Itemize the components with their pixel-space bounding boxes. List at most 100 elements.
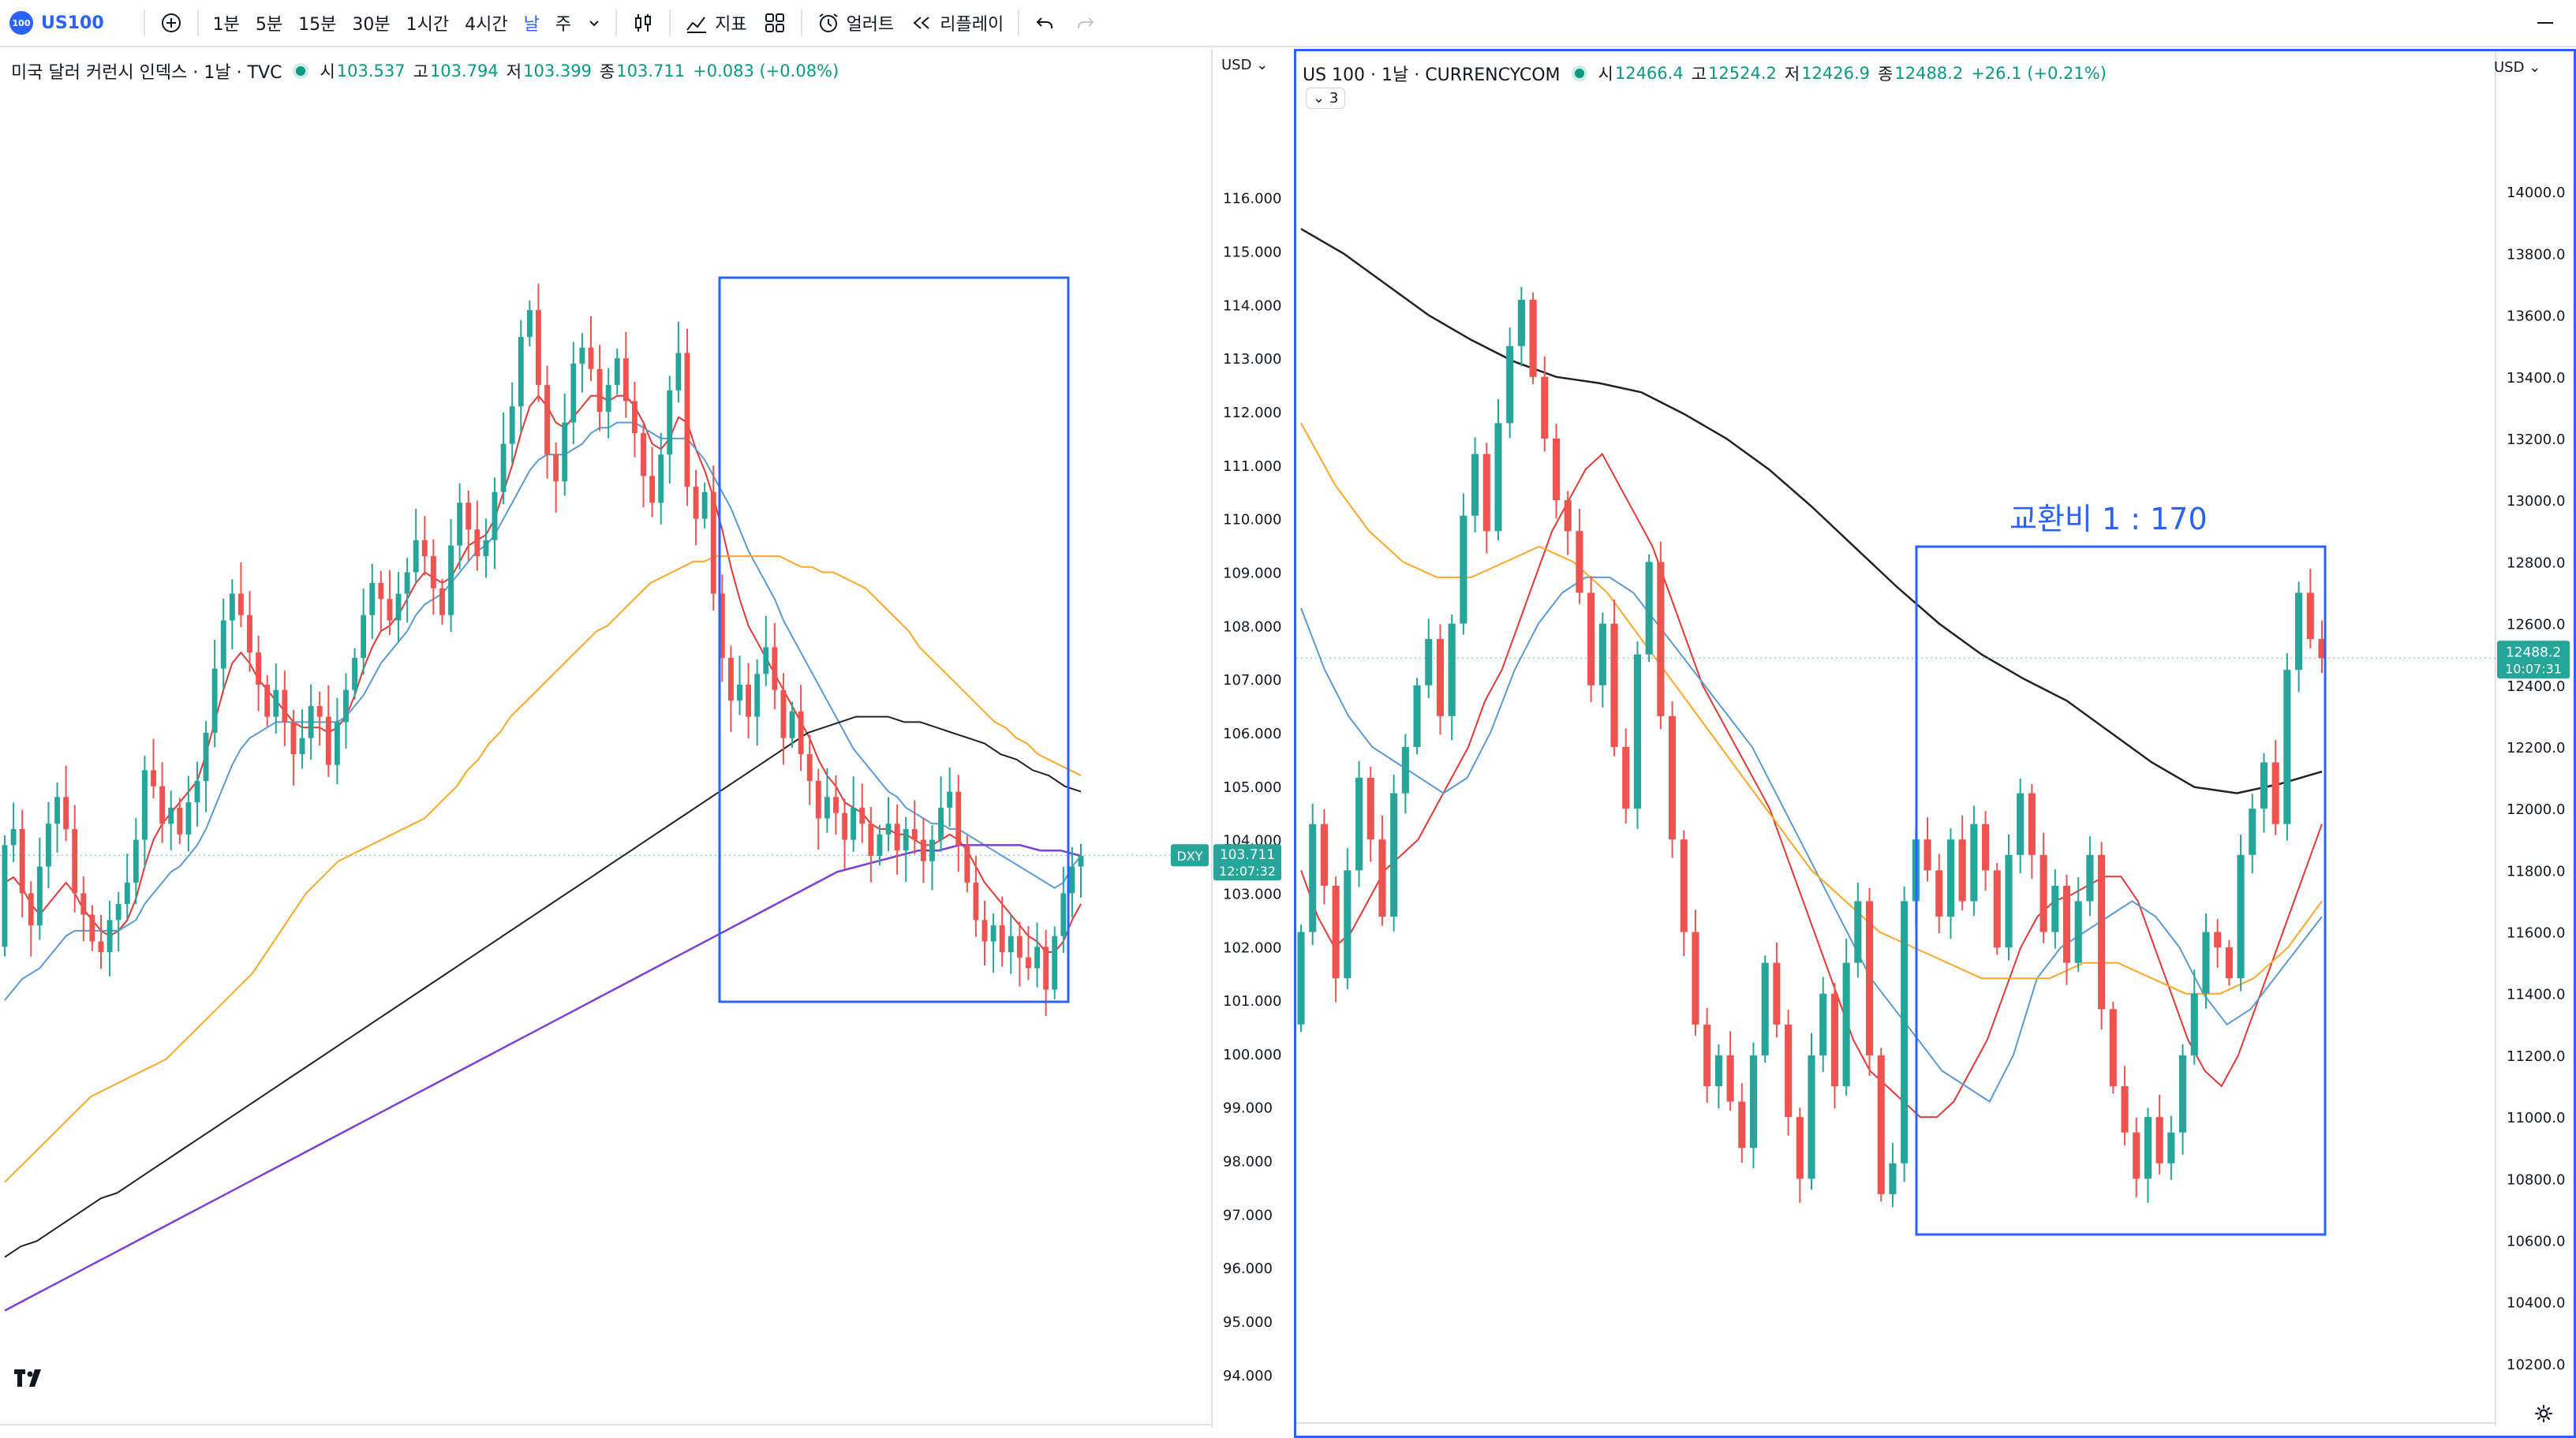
- left-candle: [343, 689, 349, 723]
- left-candle: [693, 486, 699, 519]
- timeframe-1m[interactable]: 1분: [212, 15, 240, 35]
- left-candle: [1078, 855, 1084, 867]
- right-plot-area[interactable]: [1296, 51, 2496, 1426]
- timeframe-1h[interactable]: 1시간: [406, 15, 450, 35]
- indicators-button[interactable]: 지표: [677, 0, 754, 47]
- left-candle: [518, 337, 524, 407]
- right-selection-rectangle[interactable]: [1915, 545, 2327, 1236]
- redo-button[interactable]: [1065, 0, 1105, 47]
- timeframe-15m[interactable]: 15분: [298, 15, 337, 35]
- tradingview-logo-icon[interactable]: [13, 1366, 47, 1390]
- left-chart-title[interactable]: 미국 달러 커런시 인덱스 · 1날 · TVC: [11, 63, 282, 83]
- right-candle: [1738, 1101, 1746, 1149]
- right-y-tick-label: 13600.0: [2507, 308, 2565, 325]
- left-candle: [536, 310, 541, 386]
- left-candle: [990, 925, 996, 942]
- left-candle: [273, 689, 279, 717]
- left-candle: [282, 689, 288, 723]
- right-candle: [1297, 932, 1305, 1025]
- left-candle: [159, 786, 166, 824]
- left-chart-canvas[interactable]: 116.000 115.000 114.000 113.000 112.000 111.0…: [0, 49, 1292, 1438]
- right-candle: [1901, 901, 1909, 1163]
- left-candle: [98, 941, 104, 953]
- left-candle: [780, 689, 787, 738]
- left-candle: [316, 706, 323, 717]
- undo-icon: [1036, 17, 1053, 28]
- left-candle: [605, 385, 611, 412]
- left-candle: [10, 829, 17, 846]
- ohlc-high-key: 고: [413, 62, 428, 81]
- right-chart-canvas[interactable]: 14000.0 13800.0 13600.0 13400.0 13200.0 13000…: [1296, 51, 2574, 1436]
- left-candle: [1034, 947, 1040, 969]
- left-y-tick-label: 95.000: [1223, 1314, 1273, 1331]
- chart-type-button[interactable]: [623, 0, 663, 47]
- left-candle: [701, 491, 708, 519]
- left-countdown-label: 12:07:32: [1219, 864, 1276, 879]
- ohlc-close-key: 종: [599, 62, 615, 81]
- chevron-down-icon: [589, 21, 599, 27]
- left-symbol-tag-label: DXY: [1176, 849, 1202, 864]
- toolbar-divider: [615, 9, 618, 36]
- timeframe-dropdown[interactable]: [579, 0, 609, 47]
- left-candle: [387, 599, 393, 621]
- right-candle: [1587, 592, 1595, 685]
- right-chart-title[interactable]: US 100 · 1날 · CURRENCYCOM: [1303, 65, 1561, 85]
- right-candle: [1413, 685, 1421, 747]
- left-selection-rectangle[interactable]: [718, 276, 1070, 1003]
- symbol-search[interactable]: 100 US100: [0, 0, 112, 47]
- left-candle: [509, 406, 515, 444]
- replay-button[interactable]: 리플레이: [902, 0, 1011, 47]
- left-candle: [562, 422, 568, 482]
- right-chart-panel[interactable]: 14000.0 13800.0 13600.0 13400.0 13200.0 13000…: [1294, 49, 2576, 1438]
- left-chart-panel[interactable]: 116.000 115.000 114.000 113.000 112.000 111.0…: [0, 49, 1292, 1438]
- undo-button[interactable]: [1026, 0, 1065, 47]
- left-candle: [947, 791, 953, 808]
- left-candle: [247, 614, 252, 653]
- right-candle: [1460, 515, 1467, 624]
- ohlc-close-value: 103.711: [616, 62, 686, 80]
- left-candle: [133, 839, 139, 883]
- left-candle: [903, 829, 909, 851]
- timeframe-5m[interactable]: 5분: [255, 15, 283, 35]
- minimize-button[interactable]: [2526, 0, 2576, 47]
- left-plot-area[interactable]: [0, 49, 1212, 1428]
- left-candle: [89, 914, 95, 942]
- right-countdown-label: 10:07:31: [2505, 661, 2562, 676]
- right-candle: [1355, 778, 1363, 871]
- left-symbol-tag: [1171, 844, 1209, 867]
- left-candle: [2, 845, 8, 947]
- left-candle: [1008, 936, 1014, 953]
- left-candle: [325, 716, 331, 765]
- left-candle: [973, 882, 979, 921]
- left-candle: [842, 812, 848, 840]
- right-candle: [1517, 300, 1525, 346]
- left-candle: [124, 882, 130, 904]
- left-candle: [185, 802, 192, 835]
- left-candle: [579, 347, 585, 364]
- right-chart-legend: US 100 · 1날 · CURRENCYCOM 시 12466.4 고 1252…: [1303, 61, 2114, 86]
- right-currency-selector[interactable]: USD ⌄: [2494, 59, 2541, 76]
- alert-button[interactable]: 얼러트: [809, 0, 903, 47]
- right-y-tick-label: 12000.0: [2507, 801, 2565, 818]
- timeframe-week[interactable]: 주: [555, 15, 572, 35]
- timeframe-day[interactable]: 날: [523, 15, 540, 35]
- right-candle: [1785, 1024, 1793, 1118]
- left-candle: [369, 583, 376, 615]
- left-candle: [763, 647, 769, 674]
- left-currency-selector[interactable]: USD ⌄: [1221, 57, 1269, 73]
- right-last-price-tag: [2497, 641, 2570, 679]
- layout-button[interactable]: [755, 0, 794, 47]
- right-candle: [2005, 854, 2013, 948]
- market-status-icon: [296, 66, 306, 76]
- timeframe-4h[interactable]: 4시간: [465, 15, 508, 35]
- right-y-tick-label: 13200.0: [2507, 431, 2565, 448]
- indicator-collapse-button[interactable]: ⌄ 3: [1306, 88, 1346, 109]
- left-candle: [614, 358, 620, 386]
- left-candle: [1060, 893, 1067, 936]
- left-y-tick-label: 94.000: [1223, 1368, 1273, 1384]
- settings-gear-icon[interactable]: [2533, 1403, 2554, 1424]
- right-candle: [1494, 423, 1502, 532]
- add-symbol-button[interactable]: [151, 0, 191, 47]
- timeframe-30m[interactable]: 30분: [352, 15, 391, 35]
- left-candle: [877, 834, 883, 856]
